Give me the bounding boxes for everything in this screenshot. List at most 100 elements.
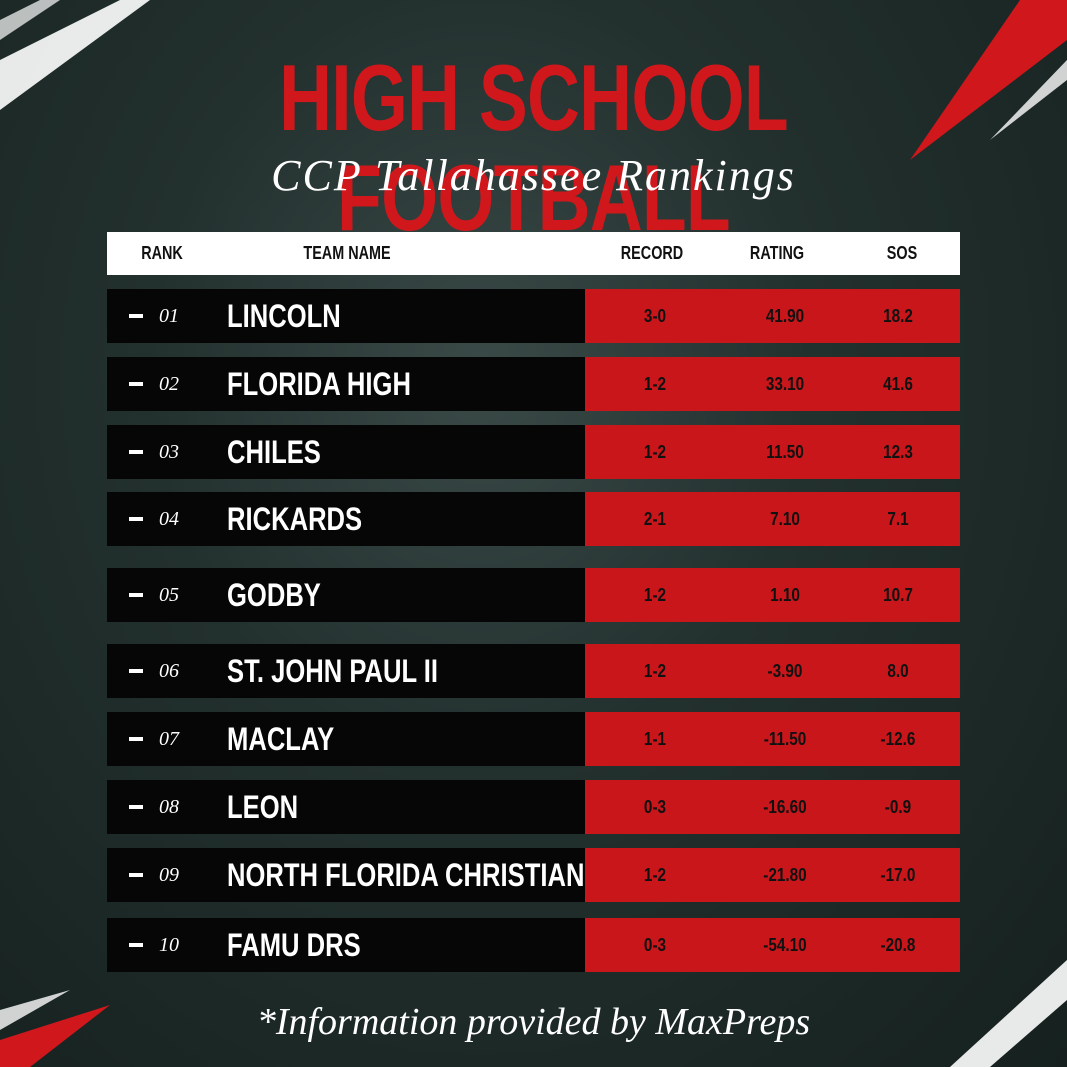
- rank: 04: [159, 508, 179, 530]
- team-name: LINCOLN: [227, 298, 341, 334]
- title: HIGH SCHOOL FOOTBALL: [279, 45, 789, 250]
- team-name: FLORIDA HIGH: [227, 366, 411, 402]
- rank-dash: [129, 873, 143, 877]
- record: 1-2: [643, 661, 667, 681]
- table-row: 06 ST. JOHN PAUL II 1-2 -3.90 8.0: [107, 644, 960, 698]
- sos: 12.3: [883, 442, 913, 462]
- team-name: GODBY: [227, 577, 321, 613]
- team-name: NORTH FLORIDA CHRISTIAN: [227, 857, 585, 893]
- sos: 8.0: [887, 661, 909, 681]
- rating: -11.50: [763, 729, 807, 749]
- team-name: FAMU DRS: [227, 927, 361, 963]
- team-panel: [107, 492, 585, 546]
- column-header: TEAM NAME: [303, 243, 391, 263]
- team-panel: [107, 848, 585, 902]
- column-header: RATING: [749, 243, 805, 263]
- table-row: 08 LEON 0-3 -16.60 -0.9: [107, 780, 960, 834]
- stats-panel: [585, 289, 960, 343]
- rank: 02: [159, 373, 179, 395]
- sos: -17.0: [880, 865, 916, 885]
- stats-panel: [585, 357, 960, 411]
- team-panel: [107, 289, 585, 343]
- rank: 09: [159, 864, 179, 886]
- sos: 10.7: [883, 585, 913, 605]
- rating: -3.90: [767, 661, 803, 681]
- table-row: 07 MACLAY 1-1 -11.50 -12.6: [107, 712, 960, 766]
- table-row: 01 LINCOLN 3-0 41.90 18.2: [107, 289, 960, 343]
- team-panel: [107, 780, 585, 834]
- team-name: RICKARDS: [227, 501, 363, 537]
- rank-dash: [129, 943, 143, 947]
- record: 1-2: [643, 374, 667, 394]
- sos: -12.6: [880, 729, 916, 749]
- stats-panel: [585, 918, 960, 972]
- rank: 08: [159, 796, 179, 818]
- record: 1-2: [643, 585, 667, 605]
- team-name: ST. JOHN PAUL II: [227, 653, 438, 689]
- rank-dash: [129, 593, 143, 597]
- table-header: RANK TEAM NAME RECORD RATING SOS: [107, 232, 960, 275]
- rank: 10: [159, 934, 179, 956]
- column-header: SOS: [886, 243, 918, 263]
- sos: -20.8: [880, 935, 916, 955]
- stats-panel: [585, 644, 960, 698]
- team-panel: [107, 568, 585, 622]
- rank-dash: [129, 669, 143, 673]
- rating: 1.10: [770, 585, 800, 605]
- subtitle: CCP Tallahassee Rankings: [271, 151, 796, 200]
- sos: -0.9: [884, 797, 912, 817]
- record: 3-0: [643, 306, 667, 326]
- record: 0-3: [643, 797, 667, 817]
- record: 1-2: [643, 865, 667, 885]
- sos: 18.2: [883, 306, 913, 326]
- rank-dash: [129, 737, 143, 741]
- team-name: MACLAY: [227, 721, 335, 757]
- stats-panel: [585, 712, 960, 766]
- column-header: RANK: [141, 243, 183, 263]
- table-row: 04 RICKARDS 2-1 7.10 7.1: [107, 492, 960, 546]
- rating: 11.50: [766, 442, 804, 462]
- table-row: 03 CHILES 1-2 11.50 12.3: [107, 425, 960, 479]
- team-name: LEON: [227, 789, 299, 825]
- rating: 7.10: [770, 509, 800, 529]
- rank: 05: [159, 584, 179, 606]
- stats-panel: [585, 425, 960, 479]
- rating: -54.10: [763, 935, 807, 955]
- team-panel: [107, 644, 585, 698]
- record: 0-3: [643, 935, 667, 955]
- rating: 33.10: [765, 374, 805, 394]
- stats-panel: [585, 780, 960, 834]
- rank: 03: [159, 441, 179, 463]
- rank: 06: [159, 660, 179, 682]
- table-row: 10 FAMU DRS 0-3 -54.10 -20.8: [107, 918, 960, 972]
- rank-dash: [129, 517, 143, 521]
- table-row: 09 NORTH FLORIDA CHRISTIAN 1-2 -21.80 -17.0: [107, 848, 960, 902]
- team-panel: [107, 918, 585, 972]
- rating: -21.80: [763, 865, 807, 885]
- team-panel: [107, 357, 585, 411]
- sos: 41.6: [883, 374, 913, 394]
- stats-panel: [585, 492, 960, 546]
- team-panel: [107, 712, 585, 766]
- footer: *Information provided by MaxPreps: [256, 1001, 811, 1043]
- table-row: 05 GODBY 1-2 1.10 10.7: [107, 568, 960, 622]
- record: 1-2: [643, 442, 667, 462]
- stats-panel: [585, 568, 960, 622]
- column-header: RECORD: [620, 243, 684, 263]
- rank: 01: [159, 305, 179, 327]
- rating: -16.60: [763, 797, 807, 817]
- record: 2-1: [643, 509, 667, 529]
- rank-dash: [129, 382, 143, 386]
- table-row: 02 FLORIDA HIGH 1-2 33.10 41.6: [107, 357, 960, 411]
- stats-panel: [585, 848, 960, 902]
- rank-dash: [129, 314, 143, 318]
- rank: 07: [159, 728, 179, 750]
- team-name: CHILES: [227, 434, 321, 470]
- rank-dash: [129, 805, 143, 809]
- record: 1-1: [643, 729, 667, 749]
- sos: 7.1: [887, 509, 909, 529]
- rank-dash: [129, 450, 143, 454]
- team-panel: [107, 425, 585, 479]
